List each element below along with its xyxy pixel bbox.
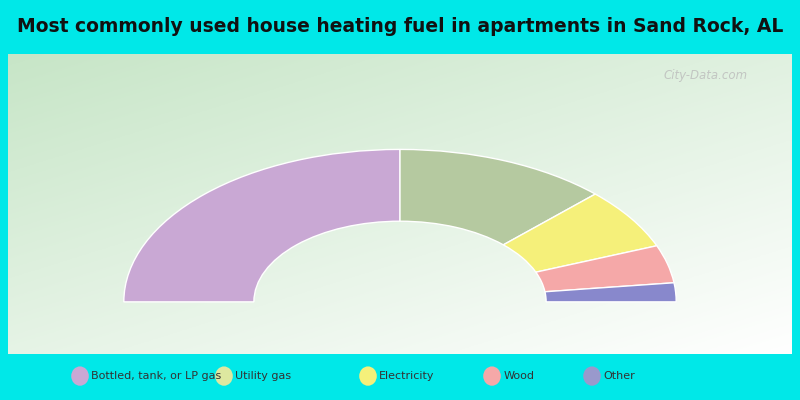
Text: Other: Other — [603, 371, 635, 381]
Wedge shape — [503, 194, 657, 272]
Wedge shape — [124, 150, 400, 302]
Text: Bottled, tank, or LP gas: Bottled, tank, or LP gas — [91, 371, 222, 381]
Text: Utility gas: Utility gas — [235, 371, 291, 381]
Wedge shape — [400, 150, 595, 245]
Ellipse shape — [71, 366, 89, 386]
Text: Electricity: Electricity — [379, 371, 434, 381]
Ellipse shape — [483, 366, 501, 386]
Ellipse shape — [215, 366, 233, 386]
Ellipse shape — [583, 366, 601, 386]
Text: Most commonly used house heating fuel in apartments in Sand Rock, AL: Most commonly used house heating fuel in… — [17, 18, 783, 36]
Ellipse shape — [359, 366, 377, 386]
Wedge shape — [536, 246, 674, 292]
Wedge shape — [545, 283, 676, 302]
Text: City-Data.com: City-Data.com — [663, 69, 747, 82]
Text: Wood: Wood — [503, 371, 534, 381]
